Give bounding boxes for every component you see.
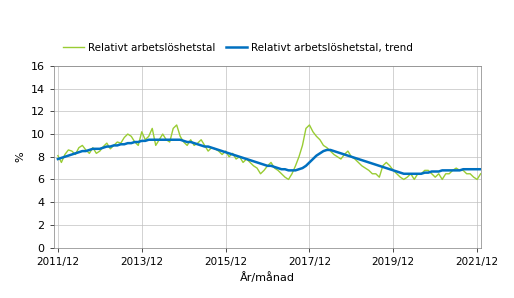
Relativt arbetslöshetstal — [478, 172, 484, 176]
Relativt arbetslöshetstal, trend — [453, 169, 460, 172]
Relativt arbetslöshetstal, trend — [471, 167, 477, 171]
Relativt arbetslöshetstal, trend — [327, 148, 334, 152]
Y-axis label: %: % — [15, 151, 25, 162]
Relativt arbetslöshetstal — [174, 123, 180, 127]
X-axis label: År/månad: År/månad — [240, 272, 295, 283]
Relativt arbetslöshetstal — [285, 178, 291, 181]
Relativt arbetslöshetstal — [331, 153, 337, 156]
Relativt arbetslöshetstal, trend — [401, 172, 407, 176]
Relativt arbetslöshetstal, trend — [478, 167, 484, 171]
Relativt arbetslöshetstal, trend — [145, 138, 152, 142]
Relativt arbetslöshetstal — [453, 166, 460, 170]
Relativt arbetslöshetstal — [292, 164, 299, 167]
Relativt arbetslöshetstal — [195, 141, 201, 145]
Relativt arbetslöshetstal, trend — [195, 142, 201, 146]
Relativt arbetslöshetstal — [55, 154, 61, 157]
Line: Relativt arbetslöshetstal: Relativt arbetslöshetstal — [58, 125, 481, 179]
Relativt arbetslöshetstal, trend — [289, 169, 295, 172]
Line: Relativt arbetslöshetstal, trend: Relativt arbetslöshetstal, trend — [58, 140, 481, 174]
Relativt arbetslöshetstal, trend — [55, 157, 61, 161]
Relativt arbetslöshetstal, trend — [156, 138, 162, 142]
Relativt arbetslöshetstal — [471, 176, 477, 179]
Legend: Relativt arbetslöshetstal, Relativt arbetslöshetstal, trend: Relativt arbetslöshetstal, Relativt arbe… — [59, 38, 417, 57]
Relativt arbetslöshetstal — [153, 144, 159, 147]
